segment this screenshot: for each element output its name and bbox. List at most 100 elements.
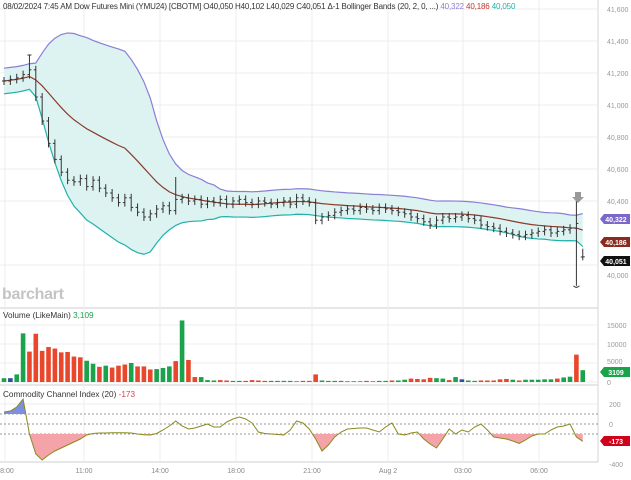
volume-bar bbox=[491, 380, 497, 382]
price-bar bbox=[364, 203, 369, 213]
price-bar bbox=[383, 203, 388, 213]
price-tick-label: 41,200 bbox=[607, 71, 629, 78]
bb-upper-badge-text: 40,322 bbox=[605, 217, 627, 224]
volume-bar bbox=[27, 351, 32, 382]
volume-bar bbox=[8, 378, 13, 382]
cci-positive-fill bbox=[4, 399, 583, 414]
volume-bar bbox=[97, 366, 102, 382]
price-bar bbox=[574, 194, 579, 286]
price-bar bbox=[504, 227, 509, 237]
volume-bar bbox=[376, 380, 382, 382]
price-bar bbox=[33, 65, 38, 101]
price-bar bbox=[459, 211, 464, 221]
price-bar bbox=[186, 193, 191, 205]
volume-bar bbox=[281, 380, 287, 382]
price-bar bbox=[256, 197, 261, 209]
volume-bar bbox=[446, 380, 452, 382]
price-bar bbox=[78, 174, 83, 186]
price-bar bbox=[332, 208, 337, 220]
price-tick-label: 40,000 bbox=[607, 273, 629, 280]
volume-bar bbox=[516, 380, 522, 382]
volume-bar bbox=[402, 379, 407, 382]
high-marker bbox=[27, 54, 32, 57]
price-bar bbox=[211, 197, 216, 207]
price-tick-label: 40,800 bbox=[607, 135, 629, 142]
price-bar bbox=[320, 213, 324, 225]
price-bar bbox=[21, 70, 26, 82]
price-bar bbox=[97, 176, 102, 193]
volume-bar bbox=[205, 380, 210, 382]
price-bar bbox=[396, 206, 401, 217]
low-marker bbox=[573, 285, 580, 288]
volume-bar bbox=[370, 381, 376, 382]
bb-lower-value: 40,050 bbox=[491, 2, 516, 11]
cci-panel-title: Commodity Channel Index (20) -173 bbox=[3, 390, 135, 399]
bb-upper-value: 40,322 bbox=[440, 2, 464, 11]
volume-bar bbox=[179, 320, 185, 382]
volume-bar bbox=[294, 381, 299, 382]
volume-bar bbox=[542, 379, 547, 382]
bb-upper-badge: 40,322 bbox=[600, 214, 630, 224]
price-bar bbox=[84, 174, 89, 191]
price-bar bbox=[135, 203, 140, 217]
volume-bar bbox=[173, 361, 179, 382]
price-bars bbox=[2, 54, 585, 288]
price-bar bbox=[434, 216, 439, 229]
cci-badge-bg bbox=[600, 436, 630, 446]
price-bar bbox=[561, 225, 566, 236]
price-bar bbox=[192, 195, 197, 205]
volume-bar bbox=[135, 366, 140, 382]
chart-header: 08/02/2024 7:45 AM Dow Futures Mini (YMU… bbox=[3, 2, 515, 12]
volume-bar bbox=[256, 380, 261, 382]
volume-bar bbox=[434, 378, 439, 382]
cci-tick-label: 200 bbox=[609, 402, 621, 409]
volume-bar bbox=[46, 347, 51, 382]
price-bar bbox=[377, 203, 382, 215]
price-bar bbox=[345, 205, 350, 215]
price-bar bbox=[389, 205, 394, 215]
last-price-badge: 40,051 bbox=[600, 256, 630, 266]
markers bbox=[572, 192, 584, 203]
price-bar bbox=[466, 211, 471, 223]
price-bar bbox=[370, 205, 375, 215]
price-bar bbox=[326, 211, 331, 221]
volume-bar bbox=[78, 357, 83, 382]
bollinger-middle-line bbox=[3, 75, 583, 231]
volume-bars bbox=[1, 320, 586, 382]
volume-bar bbox=[408, 378, 414, 382]
price-bar bbox=[510, 229, 515, 239]
bollinger-bands bbox=[3, 32, 584, 255]
volume-badge-bg bbox=[600, 367, 630, 377]
price-bar bbox=[129, 193, 134, 212]
down-arrow-icon bbox=[572, 192, 584, 203]
price-bar bbox=[294, 193, 299, 209]
volume-bar bbox=[249, 380, 255, 382]
price-bar bbox=[409, 209, 414, 221]
volume-bar bbox=[237, 380, 242, 382]
price-bar bbox=[14, 73, 19, 84]
volume-bar bbox=[548, 379, 554, 382]
time-tick-label: 14:00 bbox=[151, 468, 169, 475]
volume-bar bbox=[211, 380, 217, 382]
price-bar bbox=[91, 176, 96, 191]
price-bar bbox=[116, 193, 121, 207]
volume-bar bbox=[20, 333, 26, 382]
price-tick-label: 41,400 bbox=[607, 39, 629, 46]
volume-bar bbox=[561, 377, 566, 382]
volume-bar bbox=[497, 379, 503, 382]
volume-tick-label: 10000 bbox=[607, 342, 627, 349]
price-bar bbox=[300, 193, 305, 205]
price-bar bbox=[555, 227, 560, 237]
volume-bar bbox=[313, 374, 318, 382]
price-bar bbox=[243, 195, 248, 207]
price-bar bbox=[154, 205, 159, 218]
price-bar bbox=[110, 189, 115, 202]
volume-bar bbox=[459, 379, 465, 382]
cci-badge: -173 bbox=[600, 436, 630, 446]
volume-bar bbox=[580, 370, 586, 382]
volume-bar bbox=[198, 377, 204, 382]
price-bar bbox=[339, 206, 344, 217]
volume-tick-label: 0 bbox=[607, 380, 611, 387]
price-tick-label: 41,600 bbox=[607, 7, 629, 14]
